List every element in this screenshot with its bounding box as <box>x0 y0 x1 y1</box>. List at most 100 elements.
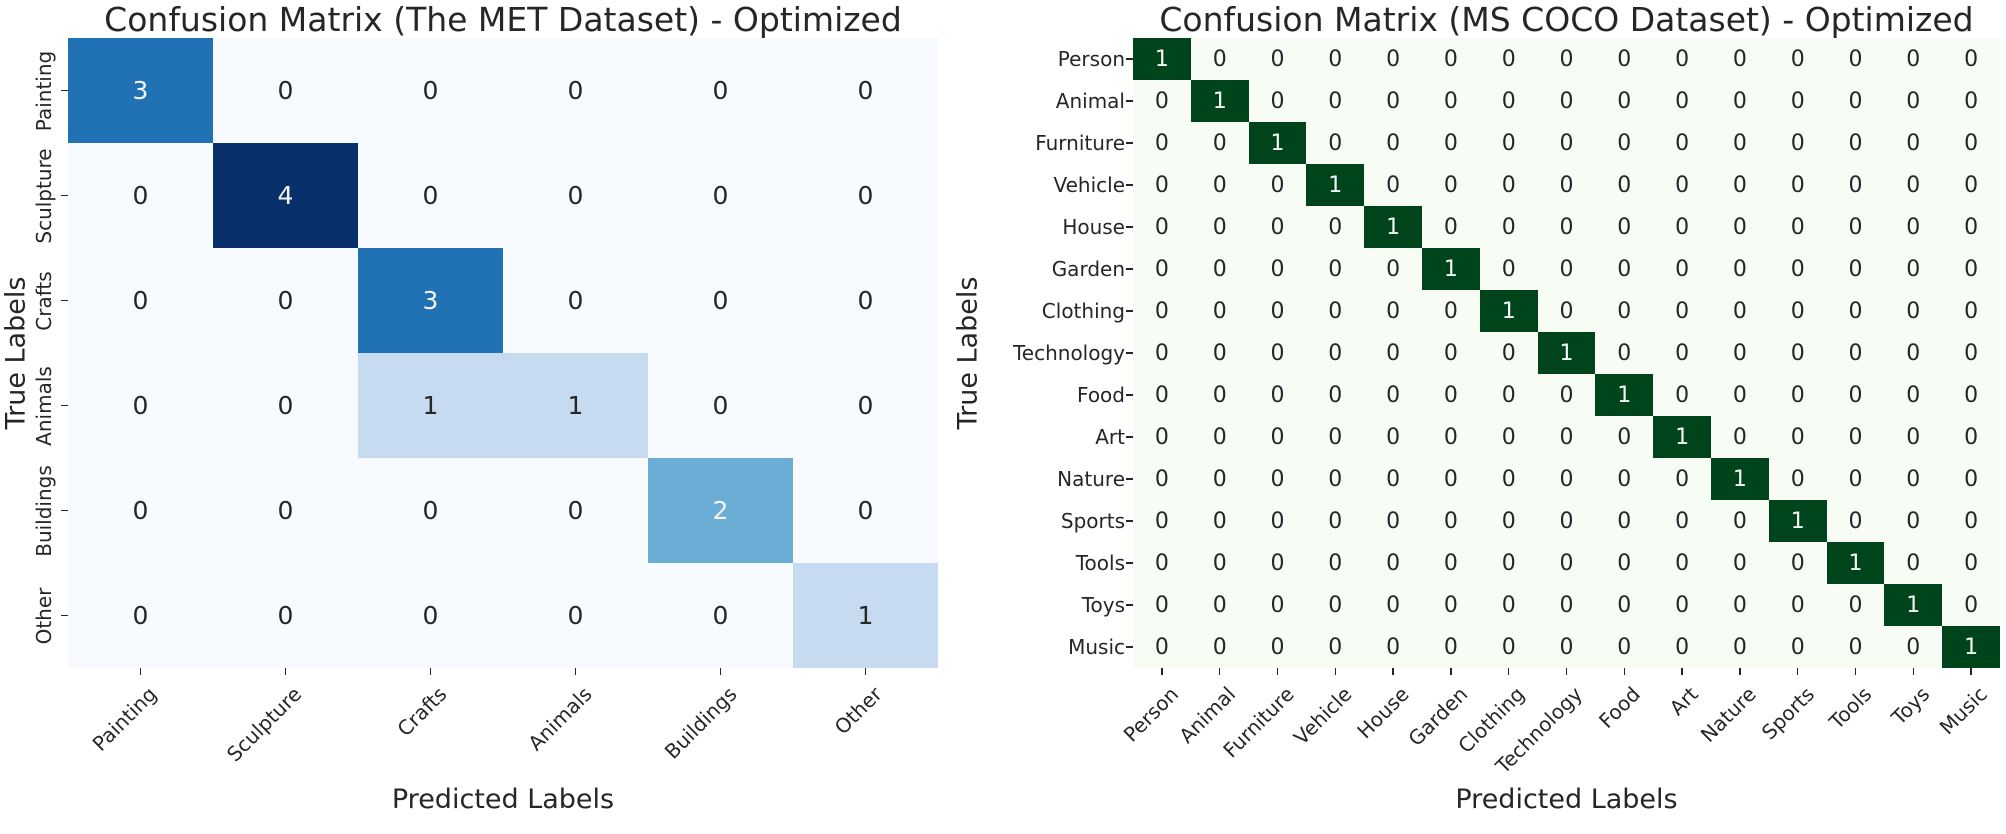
heatmap-cell: 0 <box>1710 38 1769 80</box>
heatmap-cell: 0 <box>1421 374 1480 416</box>
heatmap-cell: 0 <box>1768 248 1827 290</box>
heatmap-cell: 0 <box>793 353 938 458</box>
heatmap-cell: 0 <box>1421 164 1480 206</box>
heatmap-cell: 0 <box>793 38 938 143</box>
heatmap-cell: 0 <box>1190 290 1249 332</box>
y-tick-mark <box>61 614 68 617</box>
heatmap-cell: 0 <box>1248 542 1307 584</box>
heatmap-cell: 0 <box>1884 332 1943 374</box>
y-tick-label: Nature <box>1057 467 1125 491</box>
heatmap-cell: 1 <box>1826 542 1885 584</box>
y-tick-mark <box>1126 436 1133 438</box>
heatmap-cell: 0 <box>1248 248 1307 290</box>
heatmap-cell: 0 <box>358 563 503 668</box>
heatmap-cell: 1 <box>1421 248 1480 290</box>
heatmap-cell: 0 <box>1306 374 1365 416</box>
x-tick-mark <box>1392 668 1394 675</box>
heatmap-cell: 0 <box>1133 374 1191 416</box>
heatmap-cell: 0 <box>1537 290 1596 332</box>
heatmap-cell: 0 <box>1364 584 1422 626</box>
x-tick-mark <box>1507 668 1510 675</box>
heatmap-cell: 0 <box>1768 206 1827 248</box>
heatmap-cell: 0 <box>1479 122 1538 164</box>
heatmap-cell: 0 <box>1479 332 1538 374</box>
heatmap-cell: 0 <box>1537 416 1596 458</box>
heatmap-cell: 0 <box>1479 416 1538 458</box>
heatmap-cell: 0 <box>1710 416 1769 458</box>
y-tick-mark <box>1126 58 1133 60</box>
heatmap-cell: 0 <box>1942 332 2000 374</box>
heatmap-cell: 1 <box>1364 206 1422 248</box>
heatmap-cell: 0 <box>1364 542 1422 584</box>
heatmap-cell: 0 <box>1190 164 1249 206</box>
heatmap-cell: 0 <box>1133 80 1191 122</box>
x-tick-mark <box>1565 668 1568 675</box>
heatmap-cell: 1 <box>1768 500 1827 542</box>
heatmap-cell: 0 <box>1595 332 1654 374</box>
heatmap-cell: 0 <box>1306 584 1365 626</box>
heatmap-cell: 0 <box>1364 80 1422 122</box>
heatmap-cell: 0 <box>1884 626 1943 668</box>
heatmap-cell: 0 <box>1421 626 1480 668</box>
y-tick-mark <box>1126 562 1133 564</box>
heatmap-cell: 0 <box>1653 584 1711 626</box>
y-tick-mark <box>1126 142 1133 144</box>
heatmap-cell: 3 <box>358 248 503 353</box>
heatmap-cell: 0 <box>1248 290 1307 332</box>
y-tick-label: Vehicle <box>1053 173 1125 197</box>
heatmap-cell: 0 <box>1306 122 1365 164</box>
x-tick-mark <box>284 668 287 675</box>
heatmap-cell: 0 <box>1826 500 1885 542</box>
heatmap-cell: 0 <box>1190 458 1249 500</box>
heatmap-cell: 0 <box>1710 542 1769 584</box>
heatmap-cell: 0 <box>1190 584 1249 626</box>
heatmap-cell: 0 <box>1768 164 1827 206</box>
heatmap-cell: 0 <box>1190 248 1249 290</box>
heatmap-cell: 0 <box>1653 374 1711 416</box>
heatmap-cell: 0 <box>1479 626 1538 668</box>
heatmap-cell: 0 <box>648 563 793 668</box>
heatmap-cell: 0 <box>1133 584 1191 626</box>
heatmap-cell: 0 <box>1884 542 1943 584</box>
heatmap-cell: 0 <box>1306 38 1365 80</box>
heatmap-cell: 1 <box>1595 374 1654 416</box>
heatmap-cell: 0 <box>1595 416 1654 458</box>
heatmap-cell: 0 <box>1133 458 1191 500</box>
heatmap-cell: 0 <box>1364 38 1422 80</box>
heatmap-cell: 0 <box>1306 416 1365 458</box>
heatmap-cell: 0 <box>1133 500 1191 542</box>
heatmap-cell: 0 <box>1248 500 1307 542</box>
heatmap-cell: 0 <box>1537 458 1596 500</box>
heatmap-cell: 1 <box>793 563 938 668</box>
heatmap-cell: 1 <box>1537 332 1596 374</box>
heatmap-cell: 1 <box>358 353 503 458</box>
y-tick-mark <box>61 404 68 407</box>
heatmap-cell: 0 <box>1364 332 1422 374</box>
heatmap-cell: 0 <box>1942 122 2000 164</box>
heatmap-cell: 0 <box>503 38 648 143</box>
y-tick-mark <box>61 194 68 197</box>
heatmap-cell: 0 <box>1306 626 1365 668</box>
heatmap-cell: 0 <box>1653 626 1711 668</box>
y-tick-label: House <box>1062 215 1125 239</box>
heatmap-cell: 0 <box>1364 458 1422 500</box>
y-tick-mark <box>61 509 68 512</box>
heatmap-cell: 0 <box>1710 80 1769 122</box>
heatmap-cell: 0 <box>1595 626 1654 668</box>
heatmap-cell: 0 <box>1710 164 1769 206</box>
chart-title: Confusion Matrix (MS COCO Dataset) - Opt… <box>1159 0 1974 39</box>
heatmap-cell: 0 <box>1306 542 1365 584</box>
heatmap-cell: 0 <box>1826 164 1885 206</box>
heatmap-cell: 1 <box>1306 164 1365 206</box>
y-tick-label: Technology <box>1012 341 1125 365</box>
heatmap-cell: 0 <box>1942 500 2000 542</box>
heatmap-cell: 0 <box>793 143 938 248</box>
heatmap-cell: 0 <box>213 458 358 563</box>
heatmap-cell: 0 <box>1768 626 1827 668</box>
heatmap-cell: 0 <box>503 563 648 668</box>
heatmap-cell: 0 <box>1595 80 1654 122</box>
heatmap-cell: 0 <box>68 248 213 353</box>
heatmap-cell: 0 <box>1768 122 1827 164</box>
heatmap-cell: 1 <box>1653 416 1711 458</box>
